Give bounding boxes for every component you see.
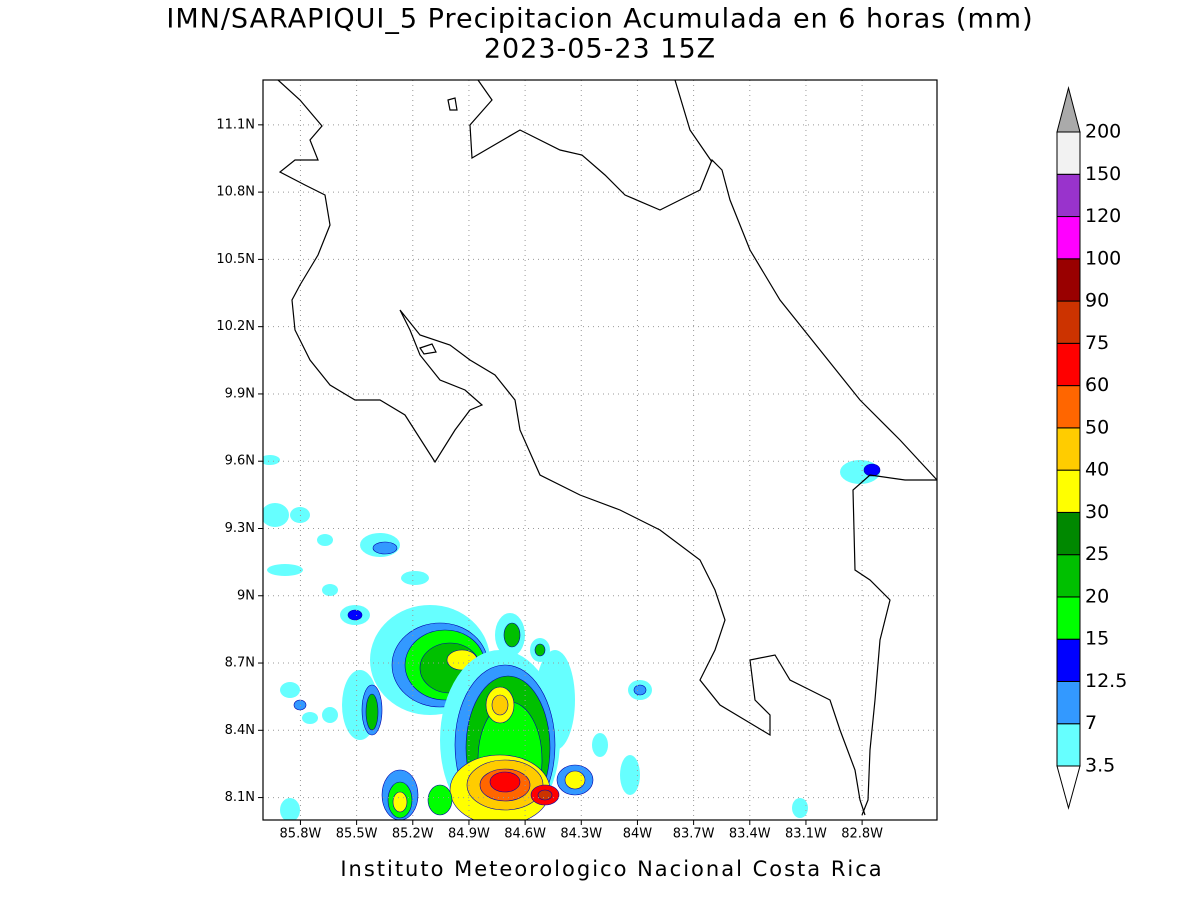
coastline: [674, 80, 713, 163]
precip-contour: [322, 584, 338, 596]
precip-contour: [347, 609, 363, 621]
lon-tick-label: 84.6W: [504, 827, 546, 842]
footer: Instituto Meteorologico Nacional Costa R…: [340, 857, 883, 881]
colorbar-label: 60: [1085, 374, 1109, 396]
precip-contour: [263, 503, 289, 527]
colorbar-box: [1056, 131, 1081, 175]
colorbar-box: [1056, 173, 1081, 218]
coastlines: [277, 80, 937, 816]
colorbar-label: 120: [1085, 205, 1121, 227]
colorbar-label: 100: [1085, 247, 1121, 269]
colorbar-label: 15: [1085, 628, 1109, 650]
colorbar-box: [1056, 385, 1081, 429]
precip-contour: [322, 707, 338, 723]
colorbar-label: 3.5: [1085, 755, 1115, 777]
grid: 8.1N 8.4N 8.7N 9N 9.3N 9.6N 9.9N 10.2N 10.5N 10.8…: [216, 80, 937, 842]
lat-tick-label: 9N: [237, 588, 255, 603]
colorbar-label: 7: [1085, 712, 1097, 734]
lon-tick-label: 84W: [623, 827, 653, 842]
lat-tick-label: 10.5N: [216, 252, 255, 267]
colorbar-label: 75: [1085, 332, 1109, 354]
lon-tick-label: 85.5W: [336, 827, 378, 842]
precipitation-field: [263, 455, 881, 820]
precip-contour: [302, 712, 318, 724]
lat-tick-label: 9.3N: [225, 521, 255, 536]
precip-contour: [489, 771, 521, 793]
precip-contour: [392, 791, 408, 813]
plot-frame: [262, 79, 938, 821]
colorbar-box: [1056, 342, 1081, 387]
lat-tick-label: 8.4N: [225, 723, 255, 738]
coastline: [277, 80, 866, 816]
lat-tick-label: 10.2N: [216, 319, 255, 334]
title: IMN/SARAPIQUI_5 Precipitacion Acumulada …: [166, 4, 1033, 35]
colorbar-box: [1056, 596, 1081, 640]
lat-tick-label: 11.1N: [216, 117, 255, 132]
lon-tick-label: 83.4W: [729, 827, 771, 842]
lon-tick-label: 85.2W: [392, 827, 434, 842]
colorbar-label: 30: [1085, 501, 1109, 523]
colorbar-over: [1056, 86, 1081, 133]
colorbar-box: [1056, 216, 1081, 260]
colorbar-label: 12.5: [1085, 670, 1127, 692]
colorbar: 3.5 7 12.5 15 20 25 30 40 50 60 75 90 100 120 150 200: [1056, 86, 1127, 810]
colorbar-label: 50: [1085, 416, 1109, 438]
precip-contour: [633, 684, 647, 696]
precip-contour: [491, 694, 509, 716]
colorbar-box: [1056, 258, 1081, 302]
colorbar-label: 25: [1085, 543, 1109, 565]
lon-tick-label: 84.3W: [560, 827, 602, 842]
lat-tick-label: 9.9N: [225, 386, 255, 401]
lat-tick-label: 10.8N: [216, 185, 255, 200]
colorbar-box: [1056, 723, 1081, 767]
precip-contour: [427, 784, 453, 816]
colorbar-label: 90: [1085, 290, 1109, 312]
lat-tick-label: 8.1N: [225, 790, 255, 805]
precip-contour: [372, 541, 398, 555]
coastline: [469, 80, 937, 481]
precip-contour: [564, 770, 586, 790]
precip-contour: [863, 463, 881, 477]
precip-contour: [317, 534, 333, 546]
colorbar-label: 150: [1085, 163, 1121, 185]
colorbar-label: 200: [1085, 121, 1121, 143]
colorbar-under: [1056, 765, 1081, 810]
colorbar-box: [1056, 680, 1081, 725]
colorbar-label: 20: [1085, 585, 1109, 607]
precip-contour: [534, 643, 546, 657]
lat-tick-label: 9.6N: [225, 454, 255, 469]
precip-contour: [267, 564, 303, 576]
island: [419, 343, 437, 355]
lon-tick-label: 83.7W: [673, 827, 715, 842]
colorbar-box: [1056, 511, 1081, 556]
colorbar-label: 40: [1085, 459, 1109, 481]
precip-contour: [401, 571, 429, 585]
precip-contour: [503, 622, 521, 648]
subtitle: 2023-05-23 15Z: [484, 34, 716, 65]
precip-contour: [365, 693, 379, 731]
lon-tick-label: 84.9W: [448, 827, 490, 842]
colorbar-box: [1056, 638, 1081, 682]
lat-tick-label: 8.7N: [225, 656, 255, 671]
coastline: [852, 474, 937, 816]
lon-tick-label: 83.1W: [785, 827, 827, 842]
lon-tick-label: 82.8W: [841, 827, 883, 842]
colorbar-box: [1056, 554, 1081, 598]
precip-contour: [263, 455, 280, 465]
precip-contour: [620, 755, 640, 795]
precip-contour: [592, 733, 608, 757]
precip-contour: [792, 798, 808, 818]
colorbar-box: [1056, 469, 1081, 513]
precip-contour: [280, 798, 300, 820]
colorbar-box: [1056, 427, 1081, 471]
lon-tick-label: 85.8W: [280, 827, 322, 842]
precip-contour: [537, 789, 553, 801]
colorbar-box: [1056, 300, 1081, 344]
precip-contour: [280, 682, 300, 698]
island: [447, 97, 458, 111]
